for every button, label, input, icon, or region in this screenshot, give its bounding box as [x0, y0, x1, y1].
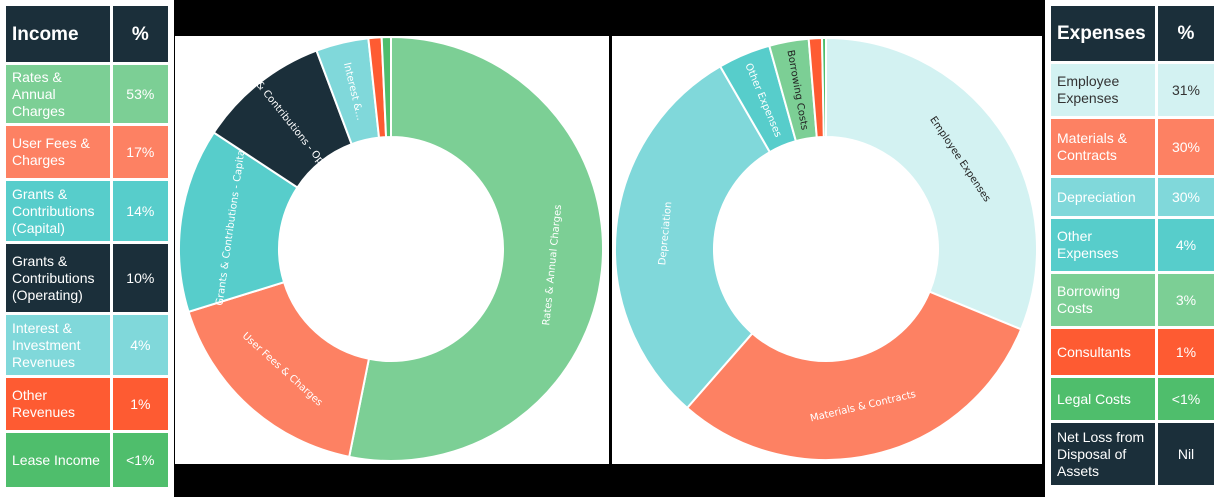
- expense-row-pct: 30%: [1158, 119, 1214, 175]
- income-row-label: Interest & Investment Revenues: [6, 315, 110, 375]
- expense-row-pct: 4%: [1158, 219, 1214, 271]
- expense-row: Net Loss from Disposal of Assets Nil: [1051, 423, 1214, 485]
- income-row-pct: 14%: [112, 181, 168, 241]
- income-header-pct: %: [112, 6, 168, 62]
- expense-donut-panel: Employee Expenses Materials & Contracts De…: [612, 36, 1042, 464]
- expense-row-label: Depreciation: [1051, 178, 1155, 216]
- expense-row: Depreciation 30%: [1051, 178, 1214, 216]
- income-donut-panel: Rates & Annual Charges User Fees & Charge…: [175, 35, 609, 464]
- expense-row: Other Expenses 4%: [1051, 219, 1214, 271]
- income-row: User Fees & Charges 17%: [6, 126, 168, 178]
- income-row: Interest & Investment Revenues 4%: [6, 315, 168, 375]
- expense-row: Consultants 1%: [1051, 329, 1214, 375]
- expense-row-pct: 31%: [1158, 64, 1214, 116]
- income-row-label: Grants & Contributions (Operating): [6, 244, 110, 312]
- income-row-label: Other Revenues: [6, 378, 110, 430]
- donut-slice: [685, 290, 1023, 461]
- expense-row: Employee Expenses 31%: [1051, 64, 1214, 116]
- donut-slice: [825, 36, 1038, 331]
- expense-row: Materials & Contracts 30%: [1051, 119, 1214, 175]
- expense-row-label: Materials & Contracts: [1051, 119, 1155, 175]
- income-row: Lease Income <1%: [6, 433, 168, 487]
- expense-row-label: Employee Expenses: [1051, 64, 1155, 116]
- expense-row-pct: 30%: [1158, 178, 1214, 216]
- expense-header-pct: %: [1158, 6, 1214, 61]
- donut-slice: [614, 65, 772, 410]
- income-row-label: Lease Income: [6, 433, 110, 487]
- expense-header-row: Expenses %: [1051, 6, 1214, 61]
- income-row: Other Revenues 1%: [6, 378, 168, 430]
- income-row-pct: 17%: [112, 126, 168, 178]
- expense-row-label: Legal Costs: [1051, 378, 1155, 420]
- income-row-pct: 4%: [112, 315, 168, 375]
- income-row-label: User Fees & Charges: [6, 126, 110, 178]
- income-row-pct: <1%: [112, 433, 168, 487]
- income-table: Income % Rates & Annual Charges 53% User…: [0, 0, 174, 497]
- expense-header-label: Expenses: [1051, 6, 1155, 61]
- donut-slice: [380, 35, 392, 139]
- expense-row-label: Consultants: [1051, 329, 1155, 375]
- expense-row-label: Borrowing Costs: [1051, 274, 1155, 326]
- income-row-pct: 10%: [112, 244, 168, 312]
- income-row-label: Rates & Annual Charges: [6, 65, 110, 123]
- income-row: Grants & Contributions (Operating) 10%: [6, 244, 168, 312]
- income-row-pct: 1%: [112, 378, 168, 430]
- income-row: Rates & Annual Charges 53%: [6, 65, 168, 123]
- donut-slice: [820, 36, 827, 139]
- expense-row-pct: 1%: [1158, 329, 1214, 375]
- income-row-label: Grants & Contributions (Capital): [6, 181, 110, 241]
- expense-row-pct: <1%: [1158, 378, 1214, 420]
- income-row-pct: 53%: [112, 65, 168, 123]
- income-header-label: Income: [6, 6, 110, 62]
- expense-row-pct: 3%: [1158, 274, 1214, 326]
- expense-row-pct: Nil: [1158, 423, 1214, 485]
- expense-row: Legal Costs <1%: [1051, 378, 1214, 420]
- donut-slice: [348, 35, 604, 462]
- expense-row-label: Net Loss from Disposal of Assets: [1051, 423, 1155, 485]
- expense-row-label: Other Expenses: [1051, 219, 1155, 271]
- income-grid: Income % Rates & Annual Charges 53% User…: [3, 3, 171, 490]
- expense-table: Expenses % Employee Expenses 31% Materia…: [1045, 0, 1220, 497]
- income-row: Grants & Contributions (Capital) 14%: [6, 181, 168, 241]
- income-header-row: Income %: [6, 6, 168, 62]
- donut-slice: [187, 280, 371, 459]
- expense-grid: Expenses % Employee Expenses 31% Materia…: [1048, 3, 1217, 488]
- expense-row: Borrowing Costs 3%: [1051, 274, 1214, 326]
